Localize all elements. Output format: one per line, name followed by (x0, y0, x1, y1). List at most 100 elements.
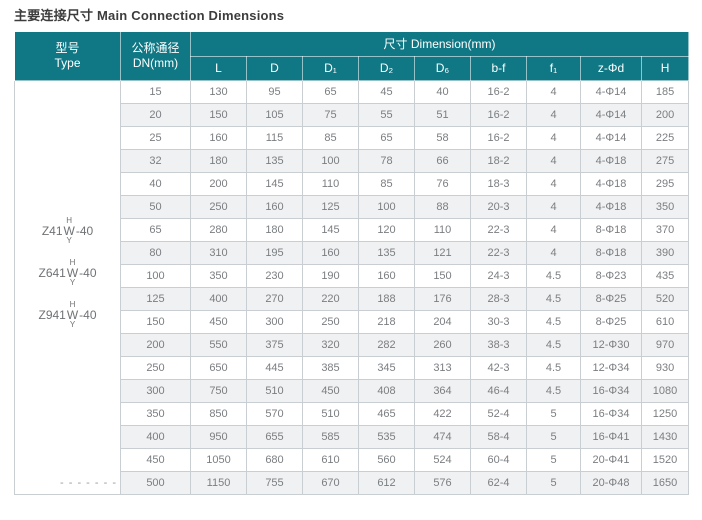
table-cell: 535 (358, 425, 415, 449)
table-cell: 300 (120, 379, 191, 403)
table-cell: 4-Φ18 (580, 149, 642, 173)
table-cell: 160 (190, 126, 247, 150)
table-cell: 680 (246, 448, 303, 472)
table-cell: 25 (120, 126, 191, 150)
table-cell: 160 (246, 195, 303, 219)
table-cell: 4 (526, 126, 581, 150)
table-cell: 85 (358, 172, 415, 196)
table-row: 20 150 105 75 55 51 16-2 4 4-Φ14 200 (15, 103, 690, 127)
table-cell: 320 (302, 333, 359, 357)
table-cell: 40 (120, 172, 191, 196)
table-cell: 5 (526, 448, 581, 472)
header-row-1: 型号 Type 公称通径 DN(mm) 尺寸 Dimension(mm) (14, 31, 690, 81)
table-cell: 20-Φ48 (580, 471, 642, 495)
table-body: Z41 H W Y -40 Z641 H W Y -40 Z941 H W Y -40 - - - - - -… (14, 80, 690, 495)
col-header-D1: D₁ (302, 56, 359, 81)
table-cell: 390 (640, 241, 690, 265)
table-cell: 24-3 (470, 264, 527, 288)
table-cell: 58 (414, 126, 471, 150)
table-cell: 612 (358, 471, 415, 495)
table-cell: 524 (414, 448, 471, 472)
table-cell: 750 (190, 379, 247, 403)
table-cell: 610 (302, 448, 359, 472)
table-cell: 121 (414, 241, 471, 265)
table-cell: 100 (302, 149, 359, 173)
model-designation: Z941 H W Y -40 (38, 299, 97, 329)
table-cell: 100 (358, 195, 415, 219)
table-cell: 12-Φ30 (580, 333, 642, 357)
col-header-dn-en: DN(mm) (132, 56, 179, 70)
table-cell: 225 (640, 126, 690, 150)
table-row: 40 200 145 110 85 76 18-3 4 4-Φ18 295 (15, 172, 690, 196)
table-cell: 145 (302, 218, 359, 242)
table-cell: 385 (302, 356, 359, 380)
continuation-dashes: - - - - - - - (60, 477, 117, 489)
table-cell: 850 (190, 402, 247, 426)
col-header-dimension: 尺寸 Dimension(mm) (189, 31, 690, 57)
col-header-zPhid: z-Φd (580, 56, 642, 81)
table-cell: 250 (120, 356, 191, 380)
table-cell: 422 (414, 402, 471, 426)
table-row: 80 310 195 160 135 121 22-3 4 8-Φ18 390 (15, 241, 690, 265)
table-cell: 280 (190, 218, 247, 242)
table-cell: 4.5 (526, 356, 581, 380)
table-cell: 80 (120, 241, 191, 265)
table-cell: 38-3 (470, 333, 527, 357)
table-cell: 125 (120, 287, 191, 311)
table-cell: 275 (640, 149, 690, 173)
table-cell: 520 (640, 287, 690, 311)
table-cell: 8-Φ25 (580, 287, 642, 311)
model-designation: Z641 H W Y -40 (38, 257, 97, 287)
table-cell: 4-Φ18 (580, 195, 642, 219)
col-header-type-zh: 型号 (55, 41, 80, 55)
table-cell: 1520 (640, 448, 690, 472)
table-cell: 4-Φ18 (580, 172, 642, 196)
table-cell: 200 (640, 103, 690, 127)
table-cell: 400 (120, 425, 191, 449)
table-cell: 4-Φ14 (580, 103, 642, 127)
table-cell: 150 (120, 310, 191, 334)
table-cell: 345 (358, 356, 415, 380)
table-cell: 670 (302, 471, 359, 495)
table-cell: 180 (190, 149, 247, 173)
table-cell: 51 (414, 103, 471, 127)
table-cell: 16-Φ34 (580, 379, 642, 403)
table-cell: 4-Φ14 (580, 126, 642, 150)
table-cell: 76 (414, 172, 471, 196)
dimension-table: 型号 Type 公称通径 DN(mm) 尺寸 Dimension(mm) L D… (14, 31, 690, 495)
table-cell: 585 (302, 425, 359, 449)
table-cell: 4 (526, 241, 581, 265)
table-cell: 445 (246, 356, 303, 380)
table-row: 450 1050 680 610 560 524 60-4 5 20-Φ41 1520 (15, 448, 690, 472)
table-cell: 62-4 (470, 471, 527, 495)
col-header-f1: f₁ (526, 56, 581, 81)
model-list: Z41 H W Y -40 Z641 H W Y -40 Z941 H W Y -40 (15, 216, 120, 329)
table-cell: 22-3 (470, 241, 527, 265)
table-cell: 32 (120, 149, 191, 173)
table-cell: 282 (358, 333, 415, 357)
table-cell: 4 (526, 103, 581, 127)
table-cell: 160 (302, 241, 359, 265)
table-cell: 52-4 (470, 402, 527, 426)
table-cell: 50 (120, 195, 191, 219)
table-cell: 200 (190, 172, 247, 196)
table-row: 200 550 375 320 282 260 38-3 4.5 12-Φ30 970 (15, 333, 690, 357)
table-cell: 85 (302, 126, 359, 150)
table-cell: 950 (190, 425, 247, 449)
table-cell: 65 (120, 218, 191, 242)
table-cell: 450 (190, 310, 247, 334)
table-cell: 20-Φ41 (580, 448, 642, 472)
table-cell: 570 (246, 402, 303, 426)
table-row: 100 350 230 190 160 150 24-3 4.5 8-Φ23 435 (15, 264, 690, 288)
table-row: 500 1150 755 670 612 576 62-4 5 20-Φ48 1650 (15, 471, 690, 495)
table-cell: 150 (414, 264, 471, 288)
table-cell: 100 (120, 264, 191, 288)
table-cell: 1250 (640, 402, 690, 426)
table-cell: 220 (302, 287, 359, 311)
table-cell: 65 (358, 126, 415, 150)
page-title: 主要连接尺寸 Main Connection Dimensions (14, 8, 285, 23)
table-cell: 105 (246, 103, 303, 127)
table-cell: 190 (302, 264, 359, 288)
table-cell: 15 (120, 80, 191, 104)
table-cell: 200 (120, 333, 191, 357)
